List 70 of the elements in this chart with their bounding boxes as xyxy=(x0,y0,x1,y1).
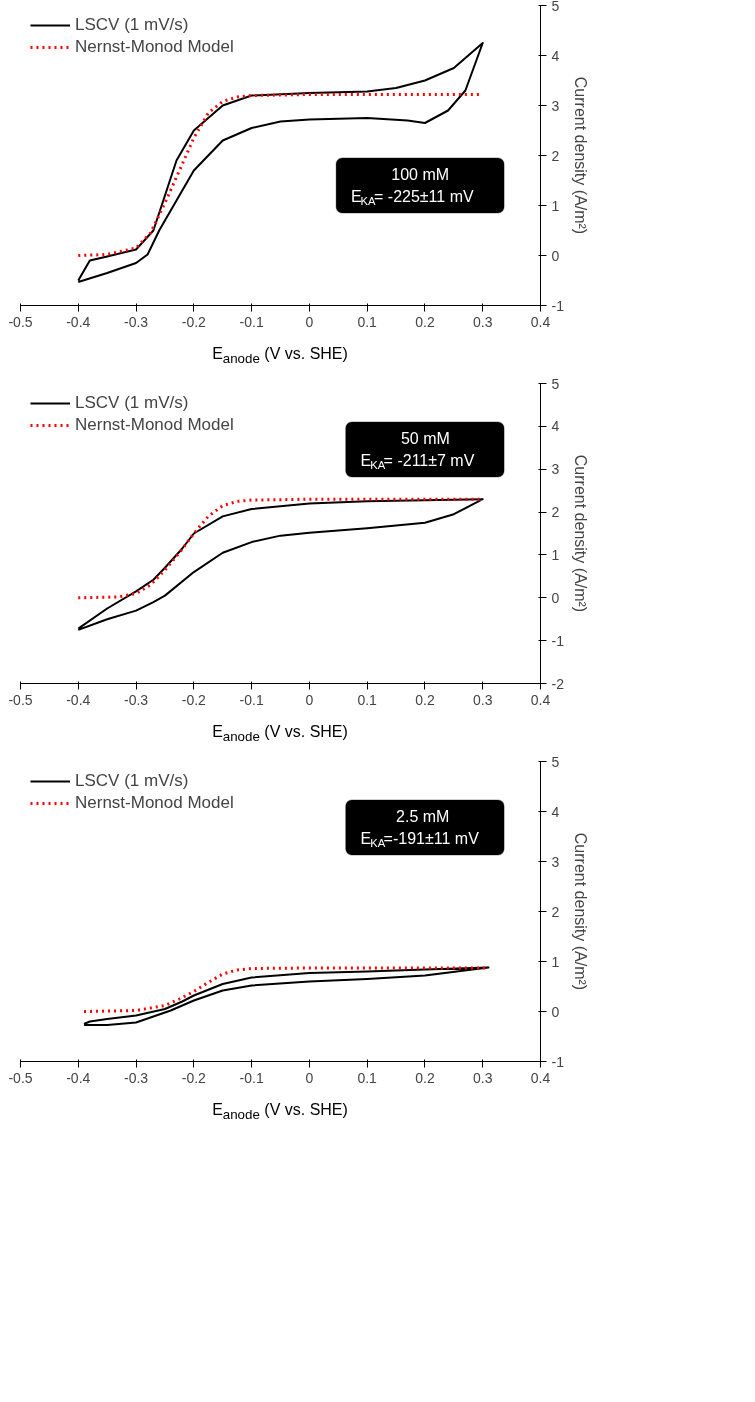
legend-label: LSCV (1 mV/s) xyxy=(75,393,189,414)
x-tick-label: -0.3 xyxy=(123,691,149,708)
x-tick-label: -0.1 xyxy=(239,313,264,330)
x-tick-label: 0.1 xyxy=(357,691,378,708)
x-tick-label: 0.1 xyxy=(357,313,378,330)
y-tick-label: -2 xyxy=(551,675,565,692)
legend-label: Nernst-Monod Model xyxy=(75,793,234,814)
x-axis-title: E$_{anode}$ (V vs. SHE) xyxy=(212,1100,348,1125)
x-tick-label: -0.1 xyxy=(239,1069,264,1086)
y-tick-label: 0 xyxy=(551,590,560,606)
x-tick-label: -0.3 xyxy=(123,313,149,330)
y-tick-label: 4 xyxy=(551,418,560,435)
y-tick-label: 2 xyxy=(551,903,560,920)
y-tick-label: 4 xyxy=(551,803,560,820)
x-tick-label: 0.4 xyxy=(530,313,551,330)
x-tick-label: -0.2 xyxy=(181,1069,207,1086)
x-tick-label: 0 xyxy=(305,1069,314,1086)
y-tick-label: -1 xyxy=(551,297,565,314)
y-tick-label: 5 xyxy=(551,0,560,14)
y-tick-label: 1 xyxy=(551,547,560,564)
x-tick-label: 0.2 xyxy=(415,691,435,708)
annotation: 2.5 mM xyxy=(396,808,450,826)
x-tick-label: -0.1 xyxy=(239,691,264,708)
y-tick-label: 3 xyxy=(551,97,560,114)
x-tick-label: 0.3 xyxy=(472,1069,493,1086)
y-tick-label: 4 xyxy=(551,47,560,64)
x-tick-label: 0.4 xyxy=(530,691,551,708)
x-axis-title: E$_{anode}$ (V vs. SHE) xyxy=(212,722,348,747)
annotation: 100 mM xyxy=(391,166,450,184)
legend-label: Nernst-Monod Model xyxy=(75,37,234,57)
x-tick-label: -0.2 xyxy=(181,691,207,708)
annotation: 50 mM xyxy=(400,430,450,448)
legend-label: Nernst-Monod Model xyxy=(75,415,234,436)
y-tick-label: 2 xyxy=(551,147,560,164)
y-tick-label: -1 xyxy=(551,1053,565,1070)
x-tick-label: 0.3 xyxy=(472,313,493,330)
x-axis-title: E$_{anode}$ (V vs. SHE) xyxy=(212,344,348,369)
y-axis-title: Current density (A/m²) xyxy=(571,455,589,613)
y-tick-label: 5 xyxy=(551,375,560,392)
x-tick-label: 0 xyxy=(305,313,314,330)
y-axis-title: Current density (A/m²) xyxy=(571,76,589,235)
legend-label: LSCV (1 mV/s) xyxy=(75,15,189,35)
x-tick-label: -0.4 xyxy=(66,1069,91,1086)
x-tick-label: -0.4 xyxy=(66,691,91,708)
x-tick-label: 0.1 xyxy=(357,1069,378,1086)
y-tick-label: 5 xyxy=(551,753,560,770)
line-series xyxy=(77,498,484,632)
y-tick-label: 3 xyxy=(551,461,560,478)
line-series xyxy=(77,42,484,283)
x-tick-label: 0.2 xyxy=(415,313,435,330)
x-tick-label: -0.5 xyxy=(8,313,33,330)
x-tick-label: 0.4 xyxy=(530,1069,551,1086)
line-series xyxy=(83,966,490,1027)
x-tick-label: 0.3 xyxy=(472,691,493,708)
y-tick-label: 0 xyxy=(551,1003,560,1020)
x-tick-label: -0.3 xyxy=(123,1069,149,1086)
x-tick-label: 0.2 xyxy=(415,1069,435,1086)
y-tick-label: 0 xyxy=(551,247,560,264)
x-tick-label: -0.5 xyxy=(8,691,33,708)
y-tick-label: 1 xyxy=(551,953,560,970)
y-tick-label: 3 xyxy=(551,853,560,870)
y-tick-label: 2 xyxy=(551,504,560,521)
x-tick-label: -0.2 xyxy=(181,313,207,330)
y-axis-title: Current density (A/m²) xyxy=(571,833,589,991)
legend-label: LSCV (1 mV/s) xyxy=(75,771,189,792)
y-tick-label: -1 xyxy=(551,632,565,649)
x-tick-label: -0.5 xyxy=(8,1069,33,1086)
y-tick-label: 1 xyxy=(551,197,560,214)
x-tick-label: -0.4 xyxy=(66,313,91,330)
x-tick-label: 0 xyxy=(305,691,314,708)
